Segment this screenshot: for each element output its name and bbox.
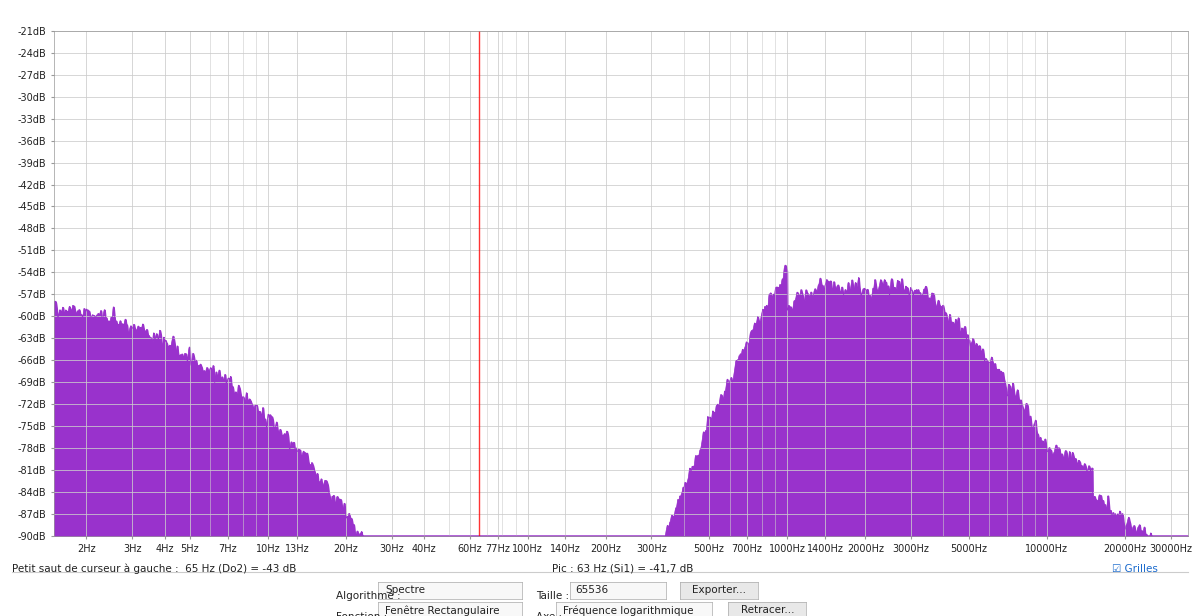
Text: Spectre: Spectre [385, 585, 425, 595]
Text: Axe :: Axe : [536, 612, 563, 616]
Text: Fenêtre Rectangulaire: Fenêtre Rectangulaire [385, 605, 499, 616]
Text: Petit saut de curseur à gauche :  65 Hz (Do2) = -43 dB: Petit saut de curseur à gauche : 65 Hz (… [12, 564, 296, 574]
Text: Fonction :: Fonction : [336, 612, 388, 616]
Text: Retracer...: Retracer... [740, 606, 794, 615]
Text: Taille :: Taille : [536, 591, 570, 601]
Text: Exporter...: Exporter... [692, 585, 746, 595]
Text: Fréquence logarithmique: Fréquence logarithmique [564, 605, 694, 616]
Text: Pic : 63 Hz (Si1) = -41,7 dB: Pic : 63 Hz (Si1) = -41,7 dB [552, 564, 694, 573]
Text: ☑ Grilles: ☑ Grilles [1112, 564, 1158, 573]
Text: 65536: 65536 [575, 585, 608, 595]
Text: Algorithme :: Algorithme : [336, 591, 401, 601]
